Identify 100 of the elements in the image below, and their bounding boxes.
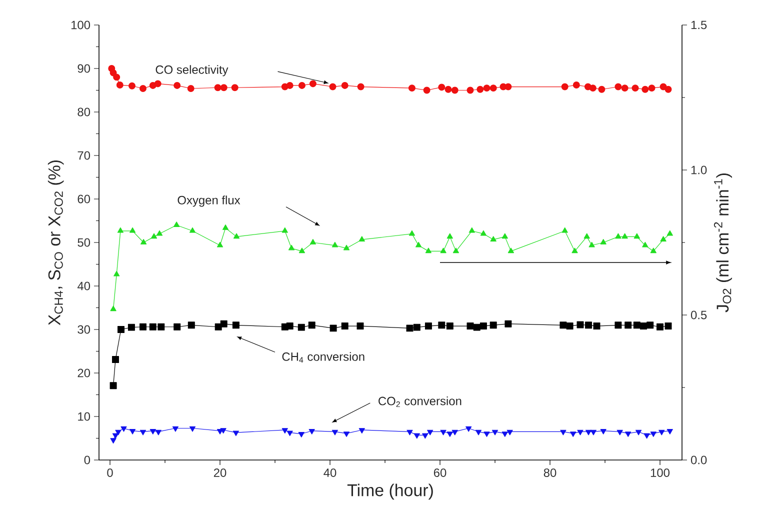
point [154, 80, 162, 88]
point [128, 324, 135, 331]
point [408, 84, 416, 92]
point [642, 242, 648, 248]
point [492, 430, 498, 436]
x-tick-label: 60 [434, 468, 446, 477]
point [615, 233, 622, 239]
point [633, 322, 640, 329]
point [406, 430, 413, 436]
point [286, 82, 294, 89]
point [576, 321, 584, 328]
point [632, 84, 639, 92]
point [664, 322, 672, 330]
point [598, 86, 606, 93]
point [149, 323, 156, 330]
point [329, 83, 336, 90]
point [298, 82, 306, 89]
point [155, 430, 162, 436]
point [110, 382, 117, 390]
point [286, 430, 293, 436]
point [452, 430, 458, 436]
point [298, 324, 305, 331]
y2-tick-label: 1.0 [691, 166, 707, 174]
point [577, 430, 584, 436]
point [650, 248, 656, 254]
point [584, 233, 590, 239]
series-label: CO selectivity [156, 65, 228, 76]
y2-tick-label: 1.5 [691, 20, 707, 30]
point [614, 322, 622, 329]
point [502, 233, 508, 239]
x-tick-label: 0 [107, 468, 113, 477]
point [600, 428, 606, 434]
point [440, 430, 446, 436]
point [341, 322, 348, 330]
y-tick-label: 10 [78, 412, 90, 421]
point [128, 82, 136, 90]
x-axis-title: Time (hour) [347, 484, 433, 500]
point [560, 430, 566, 436]
x-tick-label: 40 [324, 468, 336, 477]
point [452, 248, 460, 254]
point [140, 430, 146, 436]
point [358, 236, 365, 242]
point [308, 322, 316, 329]
point [484, 432, 490, 437]
point [129, 428, 136, 434]
point [451, 86, 458, 94]
point [446, 233, 453, 239]
point [624, 322, 632, 329]
point [466, 86, 474, 94]
point [188, 322, 195, 329]
point [150, 233, 158, 239]
point [490, 84, 497, 92]
point [343, 244, 350, 250]
series-label: CH$_{4}$ conversion [282, 352, 364, 363]
point [298, 432, 304, 438]
y-tick-label: 30 [78, 325, 90, 334]
y2-tick-label: 0.0 [690, 456, 707, 464]
point [423, 86, 430, 94]
y-tick-label: 40 [77, 282, 90, 290]
point [572, 248, 578, 254]
point [570, 432, 576, 437]
point [440, 248, 446, 254]
point [310, 239, 316, 244]
point [298, 248, 306, 254]
point [140, 85, 146, 92]
point [140, 239, 147, 244]
point [475, 430, 482, 436]
point [187, 85, 194, 92]
point [640, 322, 647, 330]
series-label: Oxygen flux [178, 196, 240, 207]
series-label: CO$_{2}$ conversion [378, 396, 462, 407]
point [414, 433, 420, 439]
point [173, 222, 180, 227]
point [593, 322, 600, 330]
y-tick-label: 50 [78, 238, 90, 247]
point [309, 80, 316, 88]
point [634, 233, 640, 239]
point [112, 433, 119, 439]
point [172, 426, 179, 432]
point [622, 233, 628, 239]
point [117, 227, 124, 233]
point [408, 230, 416, 236]
point [466, 322, 474, 330]
point [424, 322, 432, 330]
point [115, 430, 122, 436]
point [438, 322, 446, 329]
point [585, 322, 592, 329]
point [585, 430, 592, 436]
point [114, 270, 120, 276]
point [590, 430, 597, 436]
point [446, 322, 454, 330]
point [504, 83, 512, 90]
point [664, 86, 672, 93]
point [625, 432, 632, 437]
point [502, 432, 508, 437]
point [600, 239, 606, 244]
point [231, 84, 238, 92]
point [330, 324, 337, 332]
point [233, 233, 240, 239]
point [589, 84, 596, 92]
